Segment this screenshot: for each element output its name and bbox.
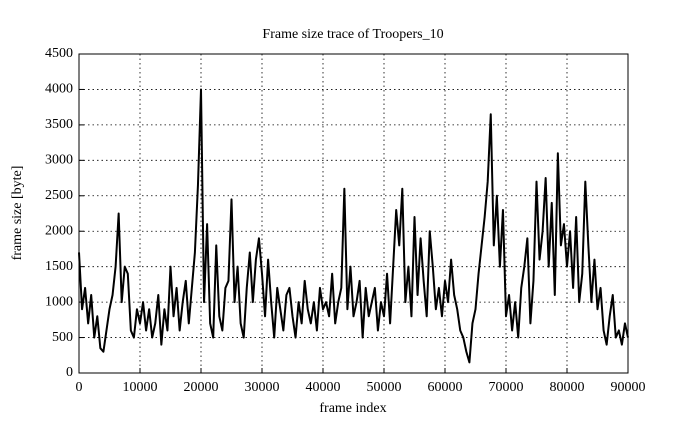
y-tick-label: 2000 — [45, 223, 73, 238]
x-tick-label: 90000 — [611, 380, 646, 395]
plot-frame — [78, 53, 629, 374]
y-tick-label: 4000 — [45, 82, 73, 97]
x-tick-label: 40000 — [306, 380, 341, 395]
x-axis-label: frame index — [319, 401, 386, 416]
x-tick-label: 70000 — [489, 380, 524, 395]
x-tick-label: 30000 — [245, 380, 280, 395]
y-tick-label: 2500 — [45, 188, 73, 203]
x-tick-label: 10000 — [123, 380, 158, 395]
x-tick-label: 50000 — [367, 380, 402, 395]
y-tick-label: 1500 — [45, 259, 73, 274]
y-tick-label: 4500 — [45, 46, 73, 61]
y-axis-label: frame size [byte] — [10, 166, 25, 261]
y-tick-label: 500 — [52, 330, 73, 345]
y-tick-label: 1000 — [45, 294, 73, 309]
trace-line — [78, 88, 629, 364]
x-tick-label: 20000 — [184, 380, 219, 395]
x-tick-label: 60000 — [428, 380, 463, 395]
x-tick-label: 80000 — [550, 380, 585, 395]
y-tick-label: 0 — [66, 365, 73, 380]
y-tick-label: 3000 — [45, 153, 73, 168]
x-tick-label: 0 — [76, 380, 83, 395]
y-tick-label: 3500 — [45, 117, 73, 132]
chart-title: Frame size trace of Troopers_10 — [262, 27, 443, 42]
